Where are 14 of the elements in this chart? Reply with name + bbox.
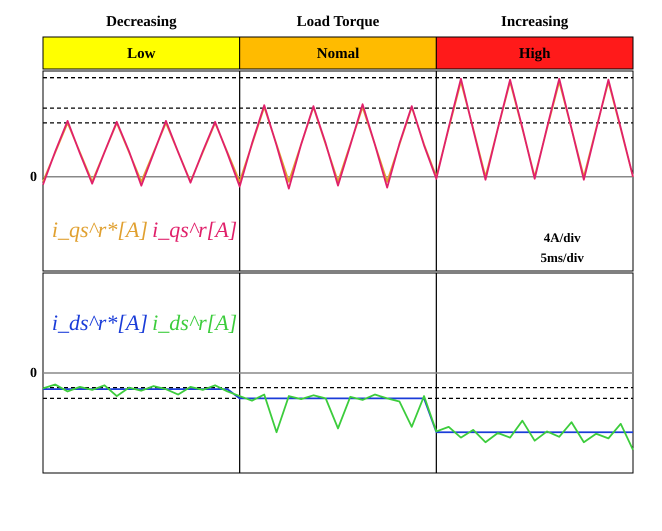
category-label: High: [518, 46, 552, 62]
text: Decreasing: [106, 14, 178, 30]
text: i_ds^r*[A]: [52, 310, 148, 335]
text: 4A/div: [544, 230, 582, 245]
series-label: i_qs^r[A]: [152, 216, 238, 242]
text: Increasing: [501, 14, 569, 30]
text: 0: [30, 366, 37, 381]
series-label: i_qs^r*[A]: [52, 216, 148, 242]
text: 0: [30, 170, 37, 185]
text: Load Torque: [296, 14, 380, 30]
text: 5ms/div: [540, 250, 584, 265]
category-label: Low: [127, 46, 156, 62]
text: i_ds^r[A]: [152, 310, 238, 335]
category-label: Nomal: [316, 46, 360, 62]
